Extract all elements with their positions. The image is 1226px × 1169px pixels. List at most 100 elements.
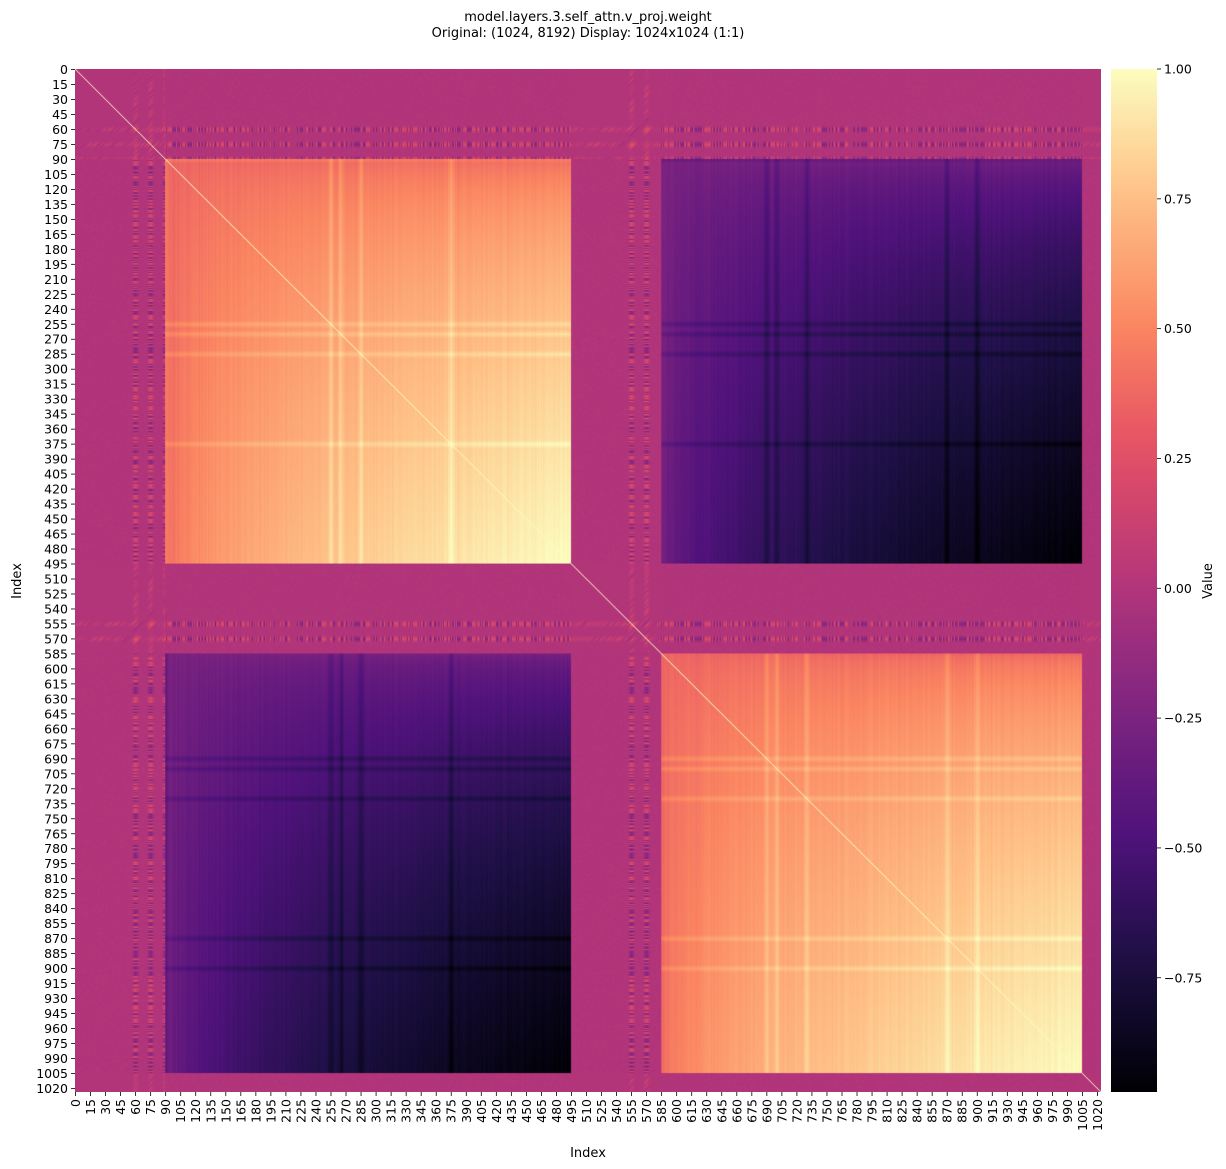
x-tick-label: 975 (1045, 1099, 1060, 1123)
x-tick-label: 270 (339, 1099, 354, 1123)
x-tick-label: 480 (549, 1099, 564, 1123)
y-tick-label: 600 (44, 661, 68, 676)
x-tick-label: 75 (143, 1099, 158, 1115)
y-tick-label: 330 (44, 392, 68, 407)
y-axis-label: Index (10, 563, 25, 599)
x-tick-label: 345 (414, 1099, 429, 1123)
x-tick-label: 990 (1060, 1099, 1075, 1123)
x-tick-label: 315 (384, 1099, 399, 1123)
x-tick-label: 1005 (1075, 1099, 1090, 1131)
x-tick-label: 915 (985, 1099, 1000, 1123)
x-tick-label: 435 (504, 1099, 519, 1123)
y-tick-label: 180 (44, 242, 68, 257)
y-tick-label: 855 (44, 916, 68, 931)
x-tick-label: 510 (579, 1099, 594, 1123)
x-tick-label: 195 (263, 1099, 278, 1123)
y-tick-label: 780 (44, 841, 68, 856)
x-tick-label: 825 (895, 1099, 910, 1123)
x-tick-label: 390 (459, 1099, 474, 1123)
colorbar: 1.00 0.75 0.50 0.25 0.00 −0.25 −0.50 −0.75 Valu… (1111, 62, 1216, 1092)
y-tick-label: 930 (44, 991, 68, 1006)
y-tick-label: 30 (52, 92, 68, 107)
x-tick-label: 660 (729, 1099, 744, 1123)
x-tick-label: 495 (564, 1099, 579, 1123)
x-tick-label: 150 (218, 1099, 233, 1123)
y-tick-label: 165 (44, 227, 68, 242)
x-axis: 0 15 30 45 60 75 90 105 120 135 150 165 180 195 210 225… (68, 1092, 1105, 1131)
x-tick-label: 45 (113, 1099, 128, 1115)
y-tick-label: 210 (44, 272, 68, 287)
x-tick-label: 750 (819, 1099, 834, 1123)
colorbar-tick-label: 0.50 (1164, 321, 1192, 336)
y-tick-label: 195 (44, 257, 68, 272)
x-tick-label: 570 (639, 1099, 654, 1123)
y-tick-label: 885 (44, 946, 68, 961)
x-tick-label: 645 (714, 1099, 729, 1123)
y-tick-label: 0 (60, 62, 68, 77)
y-tick-label: 630 (44, 691, 68, 706)
x-tick-label: 360 (429, 1099, 444, 1123)
y-tick-label: 915 (44, 976, 68, 991)
y-tick-label: 750 (44, 811, 68, 826)
x-tick-label: 225 (293, 1099, 308, 1123)
y-tick-label: 975 (44, 1036, 68, 1051)
y-tick-label: 150 (44, 212, 68, 227)
x-tick-label: 0 (68, 1099, 83, 1107)
y-tick-label: 795 (44, 856, 68, 871)
y-tick-label: 105 (44, 167, 68, 182)
x-tick-label: 300 (369, 1099, 384, 1123)
colorbar-gradient (1111, 69, 1157, 1092)
x-tick-label: 465 (534, 1099, 549, 1123)
y-tick-label: 435 (44, 497, 68, 512)
y-tick-label: 690 (44, 751, 68, 766)
y-tick-label: 525 (44, 586, 68, 601)
y-tick-label: 15 (52, 77, 68, 92)
y-tick-label: 45 (52, 107, 68, 122)
y-tick-label: 465 (44, 527, 68, 542)
y-tick-label: 570 (44, 631, 68, 646)
y-tick-label: 720 (44, 781, 68, 796)
y-tick-label: 360 (44, 422, 68, 437)
y-tick-label: 675 (44, 736, 68, 751)
y-tick-label: 285 (44, 347, 68, 362)
y-tick-label: 120 (44, 182, 68, 197)
x-tick-label: 420 (489, 1099, 504, 1123)
y-tick-label: 495 (44, 557, 68, 572)
y-tick-label: 660 (44, 721, 68, 736)
x-tick-label: 960 (1030, 1099, 1045, 1123)
y-axis: 0153045607590105120135150165180195210225… (36, 62, 75, 1096)
y-tick-label: 510 (44, 572, 68, 587)
colorbar-tick-label: 0.00 (1164, 581, 1192, 596)
colorbar-tick-label: 0.25 (1164, 451, 1192, 466)
x-tick-label: 810 (880, 1099, 895, 1123)
y-tick-label: 960 (44, 1021, 68, 1036)
heatmap-cells (75, 69, 1101, 1092)
chart-subtitle: Original: (1024, 8192) Display: 1024x102… (432, 26, 745, 41)
y-tick-label: 75 (52, 137, 68, 152)
x-tick-label: 600 (669, 1099, 684, 1123)
chart-title: model.layers.3.self_attn.v_proj.weight (464, 10, 712, 25)
y-tick-label: 705 (44, 766, 68, 781)
y-tick-label: 735 (44, 796, 68, 811)
y-tick-label: 840 (44, 901, 68, 916)
x-tick-label: 690 (759, 1099, 774, 1123)
x-tick-label: 525 (594, 1099, 609, 1123)
colorbar-label: Value (1201, 563, 1216, 599)
colorbar-tick-label: 1.00 (1164, 62, 1192, 77)
x-tick-label: 240 (308, 1099, 323, 1123)
x-tick-label: 705 (774, 1099, 789, 1123)
x-tick-label: 90 (158, 1099, 173, 1115)
y-tick-label: 300 (44, 362, 68, 377)
x-tick-label: 855 (925, 1099, 940, 1123)
y-tick-label: 1020 (36, 1081, 68, 1096)
x-tick-label: 30 (98, 1099, 113, 1115)
y-tick-label: 405 (44, 467, 68, 482)
y-tick-label: 90 (52, 152, 68, 167)
y-tick-label: 450 (44, 512, 68, 527)
x-tick-label: 630 (699, 1099, 714, 1123)
x-tick-label: 780 (850, 1099, 865, 1123)
x-tick-label: 285 (354, 1099, 369, 1123)
x-tick-label: 180 (248, 1099, 263, 1123)
x-tick-label: 735 (804, 1099, 819, 1123)
x-tick-label: 375 (444, 1099, 459, 1123)
